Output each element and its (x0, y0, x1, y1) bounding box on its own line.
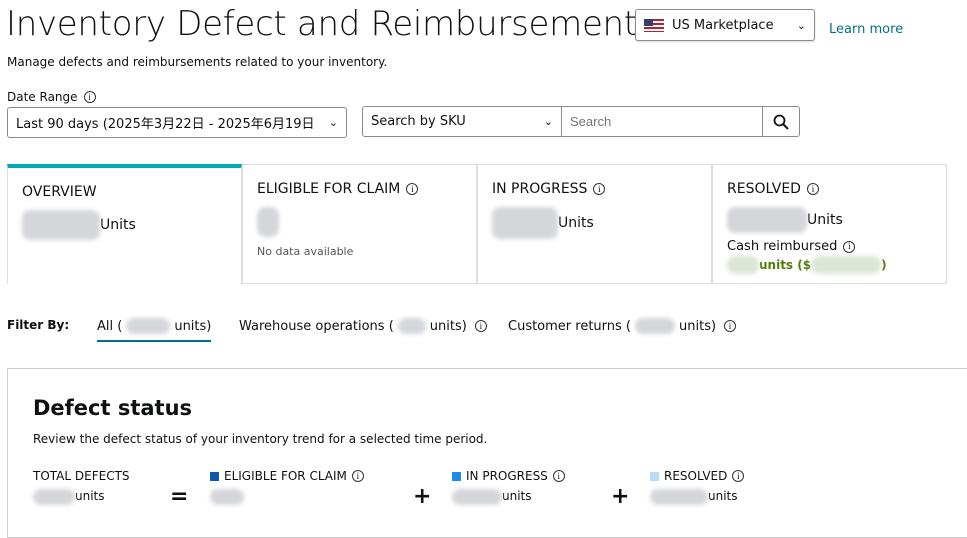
redacted-value (452, 489, 502, 505)
cash-reimbursed-label: Cash reimbursed (727, 239, 838, 254)
date-range-select[interactable]: Last 90 days (2025年3月22日 - 2025年6月19日 ⌄ (7, 107, 347, 138)
card-resolved[interactable]: RESOLVED i Units Cash reimbursed i units (… (712, 164, 947, 284)
card-eligible[interactable]: ELIGIBLE FOR CLAIM i No data available (242, 164, 477, 284)
info-icon[interactable]: i (351, 470, 364, 482)
redacted-value (33, 489, 75, 505)
search-input[interactable] (561, 106, 763, 137)
redacted-value (727, 207, 807, 233)
redacted-value (727, 256, 759, 274)
date-range-value: Last 90 days (2025年3月22日 - 2025年6月19日 (16, 117, 315, 132)
eligible-label: ELIGIBLE FOR CLAIM (224, 469, 347, 483)
redacted-value (397, 318, 426, 334)
learn-more-link[interactable]: Learn more (829, 22, 904, 37)
card-title: ELIGIBLE FOR CLAIM (257, 181, 401, 197)
in-progress-label: IN PROGRESS (466, 469, 548, 483)
tab-label: All ( (97, 318, 123, 334)
card-title: OVERVIEW (22, 184, 97, 200)
units-label: units (502, 489, 532, 503)
plus-sign: + (611, 484, 630, 509)
redacted-value (635, 318, 676, 334)
info-icon[interactable]: i (552, 470, 565, 482)
page-title: Inventory Defect and Reimbursement (6, 4, 637, 44)
plus-sign: + (413, 484, 432, 509)
info-icon[interactable]: i (724, 320, 737, 332)
card-title: IN PROGRESS (492, 181, 588, 197)
resolved-label: RESOLVED (664, 469, 728, 483)
info-icon[interactable]: i (406, 183, 419, 195)
chevron-down-icon: ⌄ (328, 116, 338, 129)
date-range-text: Date Range (7, 90, 78, 104)
redacted-value (210, 489, 244, 505)
units-label: Units (558, 215, 594, 231)
tab-label: units) (174, 318, 212, 334)
defect-status-panel (7, 368, 967, 538)
filter-by-label: Filter By: (7, 318, 70, 332)
card-overview[interactable]: OVERVIEW Units (7, 164, 242, 284)
chevron-down-icon: ⌄ (543, 115, 553, 128)
redacted-value (257, 207, 279, 237)
tab-label: units) (429, 318, 467, 334)
total-defects: TOTAL DEFECTS units (33, 469, 130, 505)
card-title: RESOLVED (727, 181, 801, 197)
info-icon[interactable]: i (83, 91, 96, 103)
redacted-value (650, 489, 708, 505)
filter-tab-customer-returns[interactable]: Customer returns ( units) i (508, 318, 737, 334)
chevron-down-icon: ⌄ (796, 18, 806, 32)
us-flag-icon (644, 18, 664, 32)
tab-label: units) (679, 318, 717, 334)
filter-tab-all[interactable]: All ( units) (97, 318, 212, 342)
card-in-progress[interactable]: IN PROGRESS i Units (477, 164, 712, 284)
legend-square-icon (210, 471, 219, 481)
equals-sign: = (170, 484, 189, 509)
redacted-value (811, 256, 882, 274)
search-button[interactable] (762, 106, 800, 137)
units-label: Units (100, 217, 136, 233)
total-label: TOTAL DEFECTS (33, 469, 130, 483)
info-icon[interactable]: i (593, 183, 606, 195)
cash-units-text: units ($ (759, 258, 812, 272)
date-range-label: Date Range i (7, 90, 96, 104)
search-by-select[interactable]: Search by SKU ⌄ (362, 106, 562, 137)
units-label: Units (807, 212, 843, 228)
search-by-value: Search by SKU (371, 114, 466, 129)
defect-status-title: Defect status (33, 396, 193, 420)
tab-label: Customer returns ( (508, 318, 632, 334)
no-data-text: No data available (257, 245, 354, 258)
redacted-value (126, 318, 171, 334)
marketplace-value: US Marketplace (672, 17, 774, 33)
tab-label: Warehouse operations ( (239, 318, 394, 334)
units-label: units (708, 489, 738, 503)
info-icon[interactable]: i (806, 183, 819, 195)
info-icon[interactable]: i (732, 470, 745, 482)
resolved-status: RESOLVED i units (650, 469, 745, 505)
units-label: units (75, 489, 105, 503)
cash-close: ) (881, 258, 887, 272)
legend-square-icon (650, 471, 659, 481)
redacted-value (22, 210, 100, 240)
search-icon (773, 114, 789, 130)
eligible-status: ELIGIBLE FOR CLAIM i (210, 469, 364, 505)
legend-square-icon (452, 471, 461, 481)
marketplace-select[interactable]: US Marketplace ⌄ (635, 9, 815, 41)
redacted-value (492, 207, 558, 239)
info-icon[interactable]: i (843, 240, 856, 253)
defect-status-subtitle: Review the defect status of your invento… (33, 432, 488, 446)
page-subtitle: Manage defects and reimbursements relate… (7, 55, 388, 69)
filter-tab-warehouse[interactable]: Warehouse operations ( units) i (239, 318, 487, 334)
in-progress-status: IN PROGRESS i units (452, 469, 565, 505)
info-icon[interactable]: i (474, 320, 487, 332)
